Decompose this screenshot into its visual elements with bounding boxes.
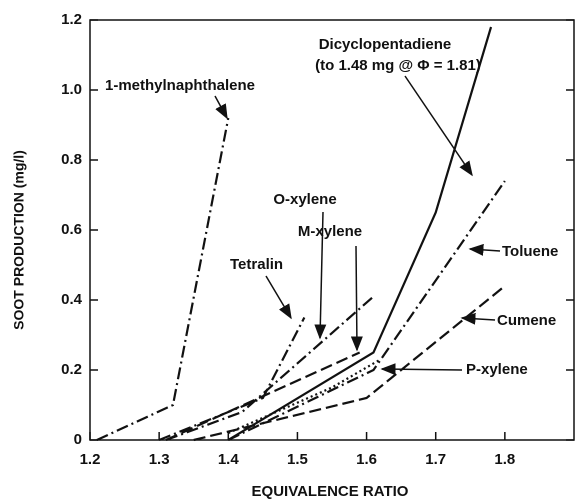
series-line	[165, 295, 375, 442]
x-tick-label: 1.4	[218, 451, 240, 468]
y-axis-label: SOOT PRODUCTION (mg/l)	[11, 150, 27, 330]
series-label: M-xylene	[298, 223, 362, 240]
arrows	[214, 75, 501, 376]
arrow	[380, 363, 463, 376]
series-line	[193, 285, 506, 442]
y-tick-label: 1.0	[61, 81, 82, 98]
x-axis-label: EQUIVALENCE RATIO	[252, 483, 409, 500]
y-tick-label: 0.2	[61, 361, 82, 378]
x-tick-label: 1.2	[80, 451, 101, 468]
y-tick-label: 1.2	[61, 11, 82, 28]
y-tick-label: 0.8	[61, 151, 82, 168]
x-tick-label: 1.5	[287, 451, 308, 468]
x-tick-label: 1.6	[356, 451, 377, 468]
x-tick-label: 1.7	[425, 451, 446, 468]
series-label: P-xylene	[466, 361, 528, 378]
x-tick-label: 1.3	[149, 451, 170, 468]
series-label: Cumene	[497, 312, 556, 329]
series-label: Dicyclopentadiene	[319, 36, 452, 53]
x-tick-label: 1.8	[494, 451, 515, 468]
arrow	[404, 75, 473, 177]
series-line	[96, 117, 230, 441]
arrow	[214, 95, 228, 120]
arrow	[265, 275, 292, 320]
y-tick-label: 0.4	[61, 291, 83, 308]
arrow	[314, 211, 327, 340]
series-line	[227, 358, 381, 435]
arrow	[460, 312, 496, 325]
series-label: Toluene	[502, 243, 558, 260]
series-label: Tetralin	[230, 256, 283, 273]
arrow	[468, 243, 501, 256]
series-line	[158, 316, 306, 442]
arrow	[350, 245, 363, 352]
series-line	[227, 26, 493, 441]
series-label: 1-methylnaphthalene	[105, 77, 255, 94]
series-line	[227, 180, 506, 441]
series-line	[165, 351, 361, 442]
annotation: (to 1.48 mg @ Φ = 1.81)	[315, 57, 481, 74]
y-tick-label: 0.6	[61, 221, 82, 238]
y-tick-label: 0	[74, 431, 82, 448]
series-label: O-xylene	[273, 191, 336, 208]
